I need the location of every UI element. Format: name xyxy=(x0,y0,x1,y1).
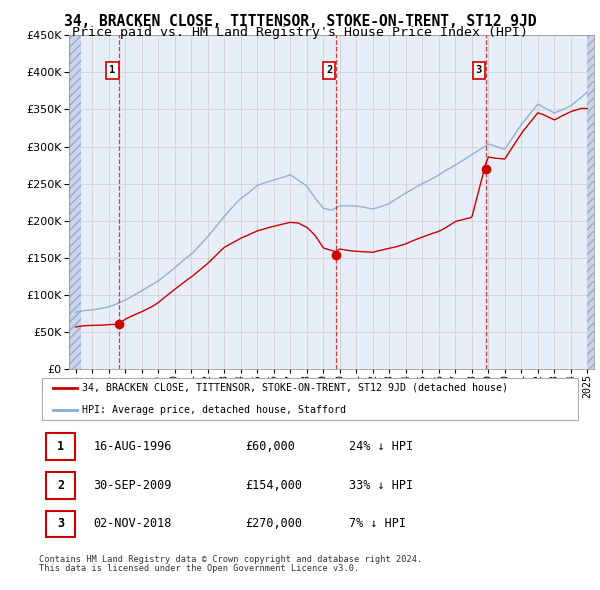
FancyBboxPatch shape xyxy=(46,433,76,460)
Text: 34, BRACKEN CLOSE, TITTENSOR, STOKE-ON-TRENT, ST12 9JD: 34, BRACKEN CLOSE, TITTENSOR, STOKE-ON-T… xyxy=(64,14,536,29)
Text: 3: 3 xyxy=(57,517,64,530)
Text: £60,000: £60,000 xyxy=(245,440,295,453)
Bar xyxy=(69,35,80,369)
Text: 2: 2 xyxy=(57,478,64,492)
Text: £270,000: £270,000 xyxy=(245,517,302,530)
FancyBboxPatch shape xyxy=(42,378,578,420)
Text: 7% ↓ HPI: 7% ↓ HPI xyxy=(349,517,406,530)
Text: 30-SEP-2009: 30-SEP-2009 xyxy=(94,478,172,492)
Text: 2: 2 xyxy=(326,65,332,76)
Text: 24% ↓ HPI: 24% ↓ HPI xyxy=(349,440,413,453)
Text: HPI: Average price, detached house, Stafford: HPI: Average price, detached house, Staf… xyxy=(82,405,346,415)
Text: Contains HM Land Registry data © Crown copyright and database right 2024.: Contains HM Land Registry data © Crown c… xyxy=(39,555,422,563)
Text: 34, BRACKEN CLOSE, TITTENSOR, STOKE-ON-TRENT, ST12 9JD (detached house): 34, BRACKEN CLOSE, TITTENSOR, STOKE-ON-T… xyxy=(82,383,508,393)
Text: This data is licensed under the Open Government Licence v3.0.: This data is licensed under the Open Gov… xyxy=(39,564,359,573)
Text: 02-NOV-2018: 02-NOV-2018 xyxy=(94,517,172,530)
Bar xyxy=(587,35,594,369)
Text: £154,000: £154,000 xyxy=(245,478,302,492)
FancyBboxPatch shape xyxy=(46,472,76,499)
FancyBboxPatch shape xyxy=(46,511,76,537)
Text: 1: 1 xyxy=(57,440,64,453)
Text: 1: 1 xyxy=(109,65,115,76)
Text: Price paid vs. HM Land Registry's House Price Index (HPI): Price paid vs. HM Land Registry's House … xyxy=(72,26,528,39)
Text: 3: 3 xyxy=(476,65,482,76)
Text: 16-AUG-1996: 16-AUG-1996 xyxy=(94,440,172,453)
Text: 33% ↓ HPI: 33% ↓ HPI xyxy=(349,478,413,492)
